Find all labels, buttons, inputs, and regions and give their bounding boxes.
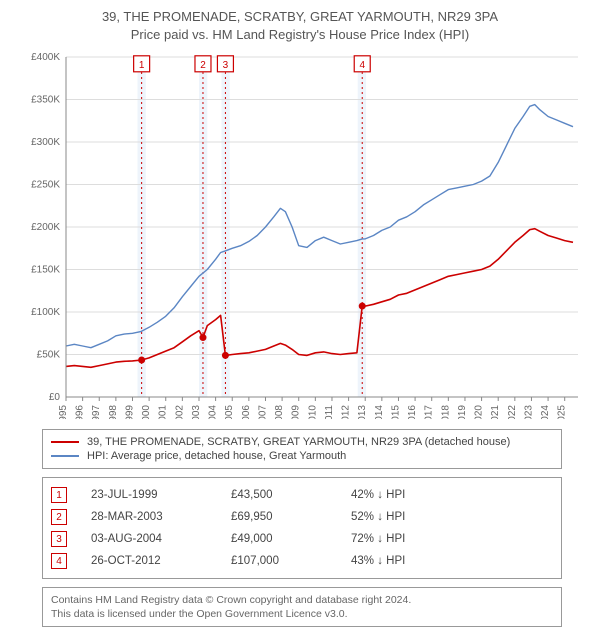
chart-container: 39, THE PROMENADE, SCRATBY, GREAT YARMOU…	[0, 0, 600, 637]
svg-text:2021: 2021	[490, 405, 501, 419]
svg-text:1: 1	[139, 60, 145, 71]
sale-price: £43,500	[231, 489, 351, 501]
svg-text:1999: 1999	[124, 405, 135, 419]
sale-marker: 1	[51, 487, 67, 503]
svg-text:2011: 2011	[324, 405, 335, 419]
svg-text:£200K: £200K	[31, 222, 60, 233]
chart: £0 £50K £100K £150K £200K £250K £300K £350K £400…	[14, 49, 586, 419]
sale-delta: 52% ↓ HPI	[351, 511, 471, 523]
footer: Contains HM Land Registry data © Crown c…	[42, 587, 562, 627]
svg-text:1996: 1996	[75, 405, 86, 419]
svg-text:£100K: £100K	[31, 307, 60, 318]
svg-text:2025: 2025	[557, 405, 568, 419]
svg-text:2002: 2002	[174, 405, 185, 419]
svg-text:£400K: £400K	[31, 52, 60, 63]
sale-price: £69,950	[231, 511, 351, 523]
table-row: 1 23-JUL-1999 £43,500 42% ↓ HPI	[51, 484, 553, 506]
table-row: 4 26-OCT-2012 £107,000 43% ↓ HPI	[51, 550, 553, 572]
svg-text:£300K: £300K	[31, 137, 60, 148]
legend: 39, THE PROMENADE, SCRATBY, GREAT YARMOU…	[42, 429, 562, 469]
svg-text:4: 4	[359, 60, 365, 71]
svg-text:£350K: £350K	[31, 95, 60, 106]
svg-text:1995: 1995	[58, 405, 69, 419]
sale-marker: 3	[51, 531, 67, 547]
svg-text:1998: 1998	[108, 405, 119, 419]
sale-date: 26-OCT-2012	[91, 555, 231, 567]
chart-svg: £0 £50K £100K £150K £200K £250K £300K £350K £400…	[14, 49, 586, 419]
svg-text:2015: 2015	[390, 405, 401, 419]
svg-text:2016: 2016	[407, 405, 418, 419]
table-row: 2 28-MAR-2003 £69,950 52% ↓ HPI	[51, 506, 553, 528]
legend-label: HPI: Average price, detached house, Grea…	[87, 450, 346, 462]
sale-price: £49,000	[231, 533, 351, 545]
sale-marker: 2	[51, 509, 67, 525]
svg-text:2018: 2018	[440, 405, 451, 419]
footer-line2: This data is licensed under the Open Gov…	[51, 607, 553, 621]
svg-text:2010: 2010	[307, 405, 318, 419]
sale-marker: 4	[51, 553, 67, 569]
svg-text:2013: 2013	[357, 405, 368, 419]
title-block: 39, THE PROMENADE, SCRATBY, GREAT YARMOU…	[14, 8, 586, 43]
svg-text:2024: 2024	[540, 405, 551, 419]
title-line2: Price paid vs. HM Land Registry's House …	[14, 26, 586, 44]
svg-text:3: 3	[223, 60, 229, 71]
svg-text:2007: 2007	[257, 405, 268, 419]
svg-text:2006: 2006	[241, 405, 252, 419]
svg-text:£50K: £50K	[37, 350, 61, 361]
svg-text:2003: 2003	[191, 405, 202, 419]
svg-text:£150K: £150K	[31, 265, 60, 276]
legend-label: 39, THE PROMENADE, SCRATBY, GREAT YARMOU…	[87, 436, 510, 448]
legend-swatch	[51, 441, 79, 443]
svg-text:2004: 2004	[208, 405, 219, 419]
svg-text:2001: 2001	[158, 405, 169, 419]
sale-date: 03-AUG-2004	[91, 533, 231, 545]
svg-text:£0: £0	[49, 392, 61, 403]
svg-text:2022: 2022	[507, 405, 518, 419]
sales-table: 1 23-JUL-1999 £43,500 42% ↓ HPI 2 28-MAR…	[42, 477, 562, 579]
svg-text:2020: 2020	[474, 405, 485, 419]
title-line1: 39, THE PROMENADE, SCRATBY, GREAT YARMOU…	[14, 8, 586, 26]
svg-text:2008: 2008	[274, 405, 285, 419]
svg-text:£250K: £250K	[31, 180, 60, 191]
svg-text:1997: 1997	[91, 405, 102, 419]
svg-text:2017: 2017	[424, 405, 435, 419]
footer-line1: Contains HM Land Registry data © Crown c…	[51, 593, 553, 607]
sale-delta: 43% ↓ HPI	[351, 555, 471, 567]
legend-item: HPI: Average price, detached house, Grea…	[51, 449, 553, 463]
legend-swatch	[51, 455, 79, 457]
svg-text:2009: 2009	[291, 405, 302, 419]
svg-text:2019: 2019	[457, 405, 468, 419]
sale-date: 28-MAR-2003	[91, 511, 231, 523]
legend-item: 39, THE PROMENADE, SCRATBY, GREAT YARMOU…	[51, 435, 553, 449]
svg-text:2005: 2005	[224, 405, 235, 419]
svg-text:2: 2	[200, 60, 206, 71]
table-row: 3 03-AUG-2004 £49,000 72% ↓ HPI	[51, 528, 553, 550]
svg-text:2000: 2000	[141, 405, 152, 419]
svg-text:2012: 2012	[341, 405, 352, 419]
sale-price: £107,000	[231, 555, 351, 567]
svg-text:2014: 2014	[374, 405, 385, 419]
sale-delta: 42% ↓ HPI	[351, 489, 471, 501]
svg-text:2023: 2023	[523, 405, 534, 419]
sale-delta: 72% ↓ HPI	[351, 533, 471, 545]
sale-date: 23-JUL-1999	[91, 489, 231, 501]
